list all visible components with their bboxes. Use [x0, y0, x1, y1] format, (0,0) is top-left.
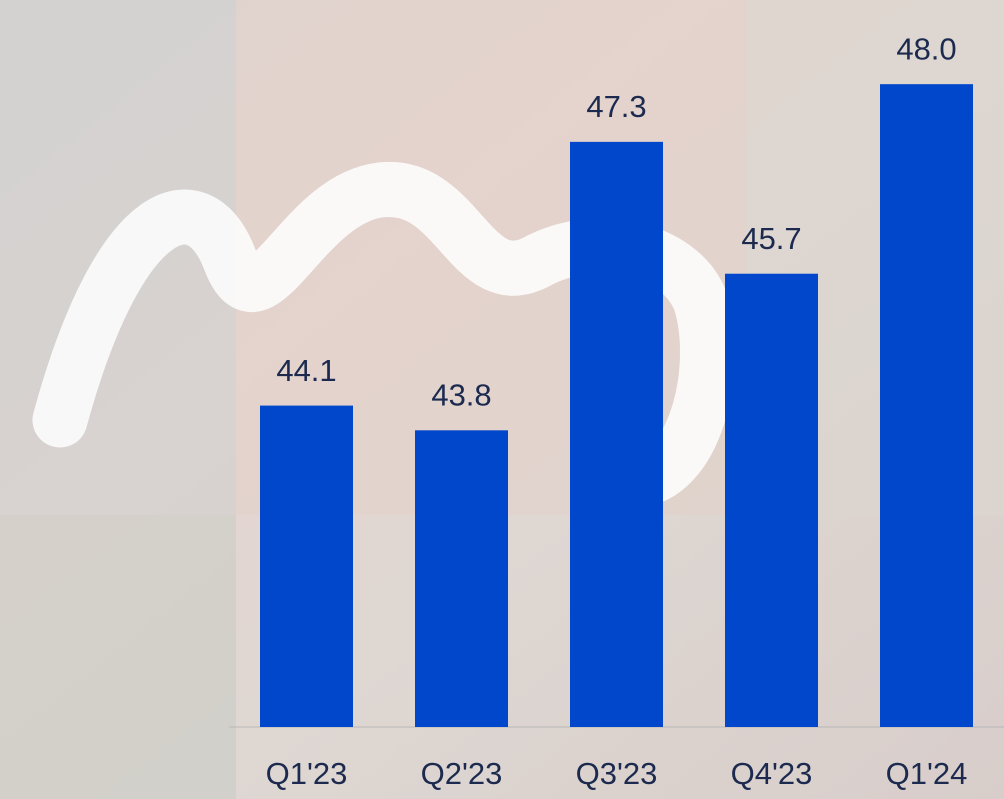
bar	[880, 84, 973, 727]
data-label: 47.3	[586, 89, 646, 124]
bar	[415, 430, 508, 727]
data-label: 48.0	[896, 31, 956, 66]
bar	[725, 274, 818, 727]
x-tick-label: Q1'24	[886, 756, 968, 791]
x-tick-label: Q1'23	[266, 756, 348, 791]
x-tick-label: Q2'23	[421, 756, 503, 791]
photo-panel	[0, 515, 236, 799]
bar	[570, 142, 663, 727]
data-label: 44.1	[276, 353, 336, 388]
data-label: 43.8	[431, 377, 491, 412]
bar	[260, 406, 353, 727]
data-label: 45.7	[741, 221, 801, 256]
x-tick-label: Q4'23	[731, 756, 813, 791]
x-tick-label: Q3'23	[576, 756, 658, 791]
page: 44.1 Q1'23 43.8 Q2'23 47.3 Q3'23 45.7 Q4'23 48.0…	[0, 0, 1004, 799]
chart: 44.1 Q1'23 43.8 Q2'23 47.3 Q3'23 45.7 Q4'23 48.0…	[0, 0, 1004, 799]
